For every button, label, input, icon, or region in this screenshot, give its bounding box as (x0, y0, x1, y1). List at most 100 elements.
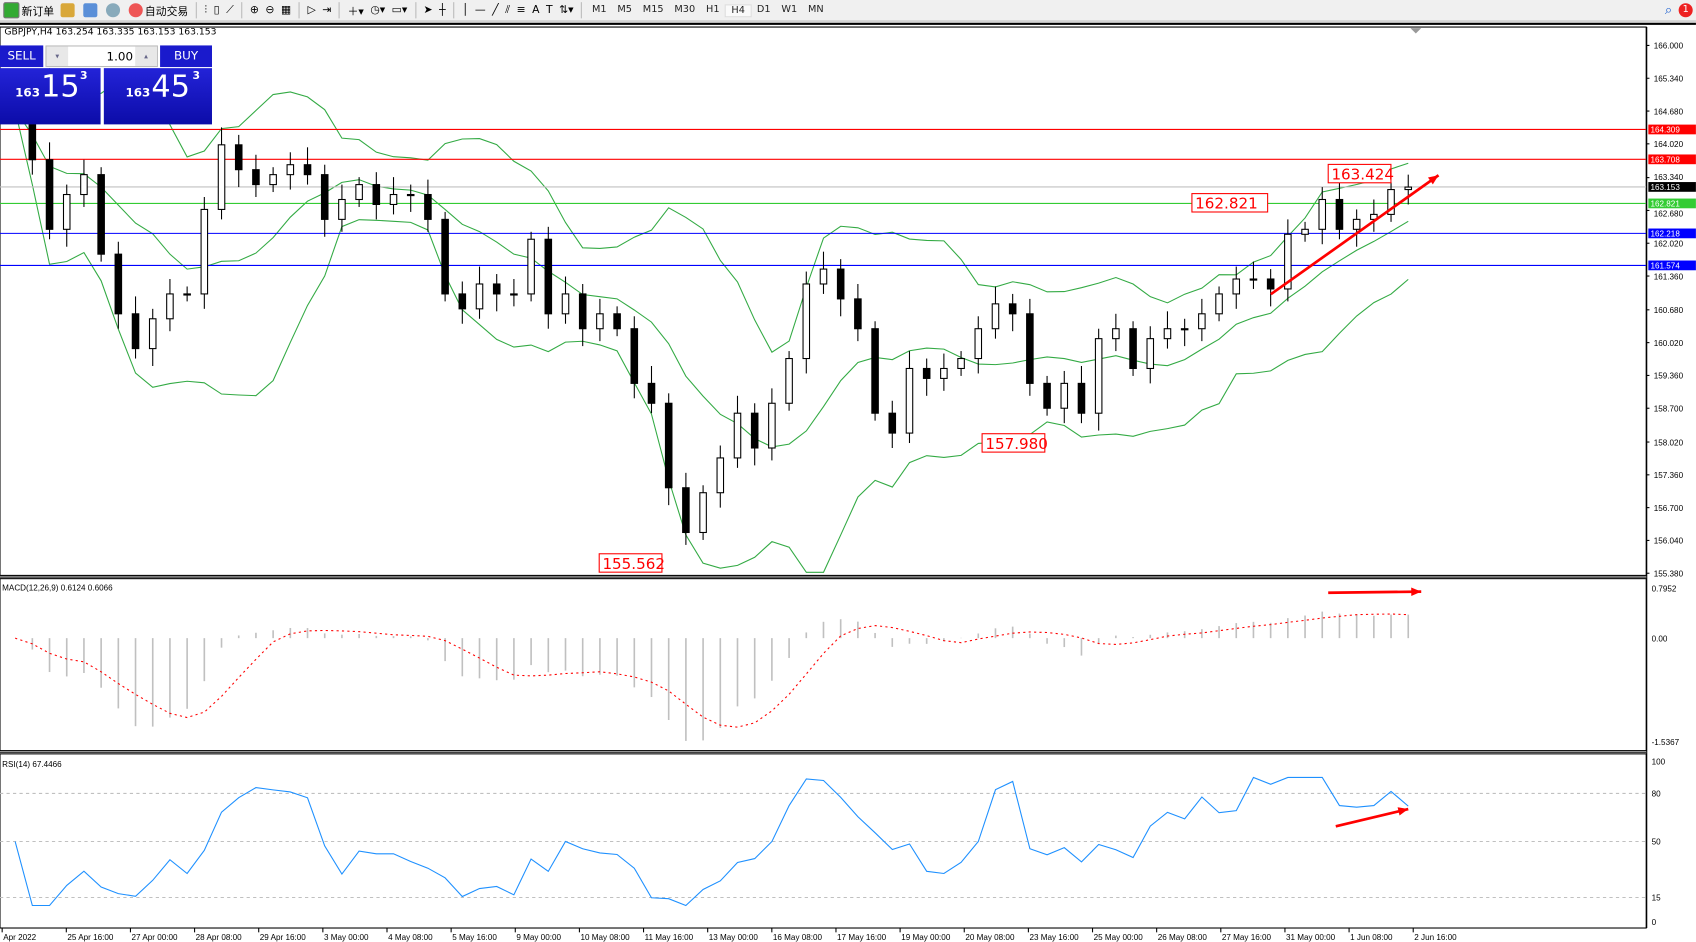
price-level-label: 161.574 (1651, 262, 1681, 271)
trendline-icon[interactable]: ╱ (492, 4, 499, 17)
candle-body (664, 402, 673, 489)
zoom-in-icon[interactable]: ⊕ (249, 4, 259, 17)
line-chart-button[interactable]: ⟋ (226, 4, 234, 17)
candle-body (785, 357, 793, 404)
candle-body (286, 164, 295, 176)
candle-body (372, 184, 381, 206)
candle-body (544, 238, 553, 315)
candle-body (905, 367, 914, 434)
increase-lot-icon[interactable]: ▴ (135, 46, 157, 66)
templates-icon[interactable]: ▭▾ (391, 4, 408, 17)
rsi-arrow (1335, 807, 1409, 828)
candle-chart-button[interactable]: ▯ (213, 4, 220, 17)
decrease-lot-icon[interactable]: ▾ (46, 46, 69, 66)
candle-body (320, 174, 329, 220)
timeframe-d1[interactable]: D1 (756, 3, 771, 15)
candle (1026, 298, 1034, 396)
lot-size-input[interactable]: 1.00 (106, 49, 134, 64)
candle-body (1180, 328, 1189, 331)
candle (338, 184, 346, 232)
autoscroll-icon[interactable]: ▷ (307, 4, 316, 17)
new-order-button[interactable]: 新订单 (0, 1, 57, 19)
chart-area[interactable]: 164.309 163.708 163.153 162.821 162.218 161.5… (0, 22, 1696, 942)
candle (630, 316, 639, 399)
timeframe-h4[interactable]: H4 (724, 3, 752, 17)
vertical-line-icon[interactable]: │ (461, 4, 469, 17)
candle (148, 308, 157, 366)
candle (647, 365, 656, 414)
sell-button[interactable]: SELL (0, 45, 44, 68)
buy-button[interactable]: BUY (160, 45, 212, 68)
candle-body (699, 492, 707, 534)
text-icon[interactable]: A (532, 4, 540, 17)
price-tick-label: 158.700 (1654, 404, 1684, 413)
candle (131, 296, 140, 359)
price-level-tag (1648, 228, 1696, 239)
auto-trading-icon (128, 3, 143, 18)
auto-trading-button[interactable]: 自动交易 (125, 1, 191, 19)
horizontal-line-icon[interactable]: — (474, 4, 486, 17)
buy-price[interactable]: 163 45 3 (103, 68, 212, 125)
cursor-icon[interactable]: ➤ (423, 4, 433, 17)
timeframe-m1[interactable]: M1 (591, 3, 607, 15)
timeframe-h1[interactable]: H1 (705, 3, 720, 15)
candle-body (1060, 382, 1069, 409)
timeframe-m5[interactable]: M5 (617, 3, 632, 15)
price-level-tag (1648, 260, 1696, 271)
price-annotation-box (981, 433, 1046, 453)
price-tick-label: 156.700 (1654, 504, 1684, 513)
text-label-icon[interactable]: T (545, 4, 553, 17)
indicators-icon[interactable]: ＋▾ (347, 6, 364, 19)
candle (922, 358, 931, 396)
candle-body (802, 283, 811, 360)
candle (62, 184, 71, 247)
timeframe-m30[interactable]: M30 (674, 3, 696, 15)
candle (1163, 311, 1172, 349)
candle-body (1198, 313, 1206, 330)
date-label: 20 May 08:00 (965, 933, 1015, 942)
tile-windows-icon[interactable]: ▦ (280, 4, 292, 17)
arrows-icon[interactable]: ⇅▾ (559, 4, 574, 17)
fibonacci-icon[interactable]: ≡ (516, 4, 526, 17)
crosshair-icon[interactable]: ┼ (439, 4, 446, 17)
candle-body (62, 193, 71, 230)
candle-body (819, 268, 828, 285)
date-label: 13 May 00:00 (709, 933, 759, 942)
search-icon[interactable]: ⌕ (1664, 2, 1673, 18)
candle-body (991, 303, 1000, 330)
candle (1180, 318, 1189, 347)
candle (1335, 182, 1344, 240)
history-button[interactable] (57, 1, 80, 19)
date-label: 26 May 08:00 (1158, 933, 1208, 942)
candle (252, 154, 260, 198)
sell-price[interactable]: 163 15 3 (0, 68, 101, 125)
candle-body (733, 412, 742, 459)
bar-chart-button[interactable]: ⫶ (204, 4, 208, 17)
timeframe-m15[interactable]: M15 (642, 3, 664, 15)
candle-body (1146, 338, 1155, 370)
date-label: 27 May 16:00 (1222, 933, 1272, 942)
macd-tick-label: 0.00 (1652, 634, 1668, 643)
macd-label: MACD(12,26,9) 0.6124 0.6066 (2, 584, 113, 593)
candle (166, 279, 174, 332)
macd-arrow-head (1411, 587, 1422, 596)
candle (1301, 221, 1309, 242)
candle-body (1370, 213, 1378, 220)
chart-shift-icon[interactable]: ⇥ (322, 4, 332, 17)
candle-body (97, 174, 105, 255)
zoom-out-icon[interactable]: ⊖ (265, 4, 275, 17)
market-watch-button[interactable] (80, 1, 103, 19)
equidistant-channel-icon[interactable]: ⫽ (505, 4, 511, 17)
signals-button[interactable] (103, 1, 126, 19)
notification-button[interactable]: 1 (1675, 1, 1696, 19)
price-level-label: 164.309 (1651, 126, 1681, 135)
candle (699, 485, 707, 540)
candle (544, 226, 553, 329)
divider (453, 2, 455, 19)
lot-size-stepper[interactable]: ▾ 1.00 ▴ (45, 45, 158, 68)
candle-body (1232, 278, 1241, 295)
timeframe-mn[interactable]: MN (807, 3, 824, 15)
candle (1008, 293, 1017, 332)
period-clock-icon[interactable]: ◷▾ (370, 4, 386, 17)
timeframe-w1[interactable]: W1 (781, 3, 798, 15)
